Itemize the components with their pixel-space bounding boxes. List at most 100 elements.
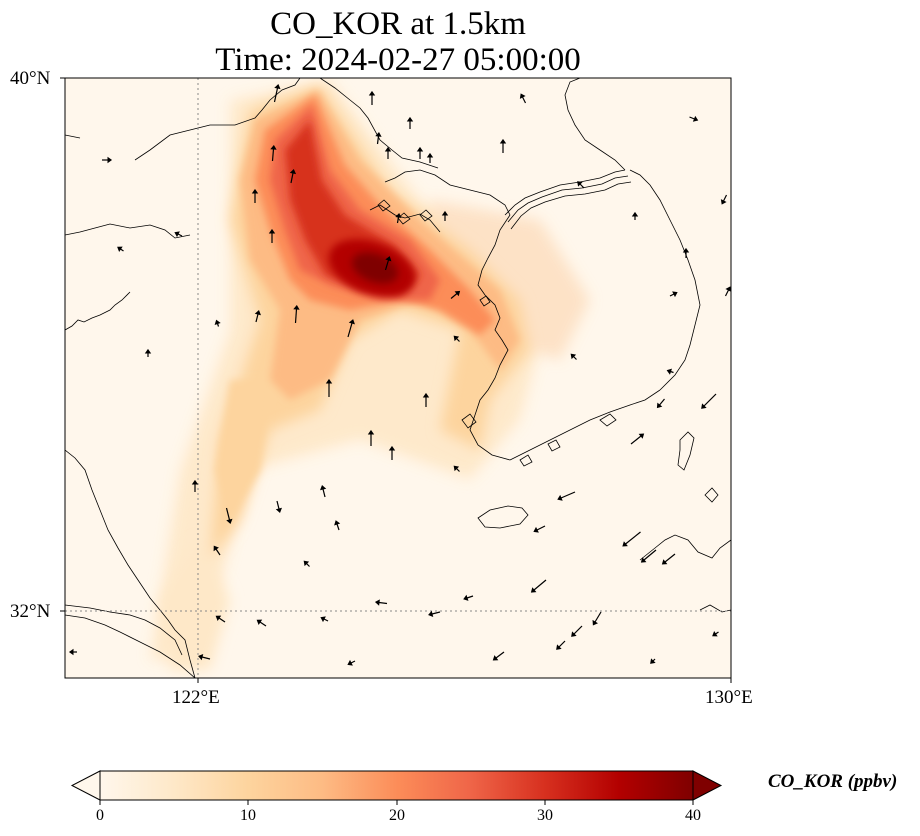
colorbar-tick-20: 20 — [389, 807, 405, 824]
wind-arrow-shaft — [573, 625, 583, 635]
wind-arrow-shaft — [573, 356, 577, 360]
wind-arrow-head — [348, 319, 355, 325]
gridlines — [65, 78, 731, 678]
wind-arrow-head — [289, 169, 297, 175]
colorbar-gradient — [100, 771, 693, 800]
wind-arrow-shaft — [670, 370, 674, 374]
wind-arrow-head — [720, 199, 727, 205]
wind-arrow-shaft — [560, 491, 576, 499]
colorbar-label: CO_KOR (ppbv) — [768, 771, 898, 792]
wind-arrow-shaft — [290, 172, 294, 184]
wind-arrow-head — [268, 228, 276, 234]
colorbar-tick-40: 40 — [685, 807, 701, 824]
wind-arrow-shaft — [521, 96, 527, 104]
wind-arrow-shaft — [276, 500, 280, 510]
wind-arrow-head — [492, 655, 499, 661]
wind-arrow-shaft — [255, 313, 259, 323]
wind-arrow-head — [270, 144, 277, 150]
wind-arrow-shaft — [177, 233, 183, 237]
wind-arrow-head — [334, 520, 341, 526]
wind-arrow-shaft — [630, 435, 642, 445]
wind-arrow-shaft — [715, 631, 719, 635]
wind-arrow-shaft — [216, 323, 220, 327]
wind-arrow-shaft — [323, 618, 329, 622]
wind-arrow-head — [557, 494, 563, 501]
wind-arrow-shaft — [384, 259, 390, 271]
wind-arrow-shaft — [294, 308, 298, 324]
wind-arrow-head — [701, 403, 707, 409]
wind-arrow-head — [384, 146, 392, 152]
wind-arrow-head — [519, 93, 526, 99]
wind-arrow-shaft — [225, 507, 231, 521]
colorbar — [70, 770, 723, 805]
wind-arrow-head — [117, 246, 123, 252]
wind-arrow-shaft — [376, 135, 380, 145]
wind-arrow-shaft — [643, 549, 657, 561]
wind-arrow-head — [144, 348, 152, 354]
wind-arrow-head — [215, 615, 222, 621]
wind-arrow-head — [275, 507, 282, 513]
wind-arrow-head — [692, 115, 699, 122]
wind-arrow-shaft — [271, 148, 275, 162]
wind-arrow-shaft — [659, 398, 665, 406]
wind-arrow-head — [174, 231, 180, 238]
wind-arrow-shaft — [466, 595, 474, 599]
wind-arrow-head — [712, 631, 718, 637]
wind-arrow-shaft — [350, 660, 356, 664]
wind-arrow-shaft — [669, 293, 675, 297]
map-title: CO_KOR at 1.5km — [270, 6, 526, 42]
wind-arrow-head — [533, 526, 539, 533]
wind-arrow-head — [388, 445, 396, 451]
wind-arrow-head — [254, 310, 261, 316]
wind-arrow-head — [107, 156, 113, 164]
lat-tick-40n: 40°N — [10, 68, 51, 89]
wind-arrow-head — [320, 485, 327, 491]
co-concentration-field — [150, 80, 590, 670]
wind-arrow-shaft — [450, 293, 458, 299]
wind-arrow-shaft — [533, 579, 547, 591]
wind-arrow-head — [656, 402, 663, 409]
wind-arrow-shaft — [396, 216, 400, 224]
wind-arrow-head — [422, 392, 430, 398]
wind-arrow-head — [320, 616, 326, 623]
axis-tick-marks — [60, 77, 732, 683]
wind-arrow-head — [499, 138, 507, 144]
wind-arrow-shaft — [456, 338, 460, 342]
wind-arrow-head — [640, 557, 647, 563]
wind-arrow-shaft — [536, 525, 546, 531]
wind-arrow-head — [631, 211, 639, 217]
wind-arrow-head — [303, 560, 310, 567]
wind-arrow-shaft — [664, 553, 676, 563]
wind-arrow-head — [453, 335, 460, 342]
wind-arrow-head — [570, 353, 577, 360]
wind-arrow-shaft — [431, 611, 441, 615]
wind-arrow-head — [198, 654, 204, 661]
wind-arrow-head — [367, 429, 375, 435]
wind-arrow-head — [191, 479, 199, 485]
lon-tick-122e: 122°E — [172, 687, 220, 708]
wind-vectors — [68, 84, 731, 666]
wind-arrow-shaft — [201, 656, 211, 660]
wind-arrow-shaft — [273, 87, 279, 103]
wind-arrow-head — [441, 210, 449, 216]
colorbar-tick-10: 10 — [240, 807, 256, 824]
wind-arrow-head — [571, 631, 577, 637]
colorbar-tick-0: 0 — [96, 807, 104, 824]
lon-tick-130e: 130°E — [705, 687, 753, 708]
wind-arrow-head — [556, 644, 562, 650]
colorbar-extend-max — [692, 770, 723, 801]
wind-arrow-head — [577, 181, 583, 187]
wind-arrow-shaft — [495, 651, 505, 659]
wind-arrow-head — [530, 587, 537, 593]
wind-arrow-head — [672, 291, 678, 298]
wind-arrow-head — [213, 545, 219, 552]
wind-arrow-shaft — [120, 248, 124, 252]
wind-arrow-head — [385, 256, 392, 262]
wind-arrow-shaft — [703, 393, 717, 407]
wind-arrow-head — [454, 290, 461, 297]
wind-arrow-shaft — [625, 531, 641, 545]
wind-arrow-head — [426, 152, 434, 158]
wind-arrow-head — [638, 433, 645, 439]
lat-tick-32n: 32°N — [10, 601, 51, 622]
wind-arrow-head — [592, 619, 599, 626]
